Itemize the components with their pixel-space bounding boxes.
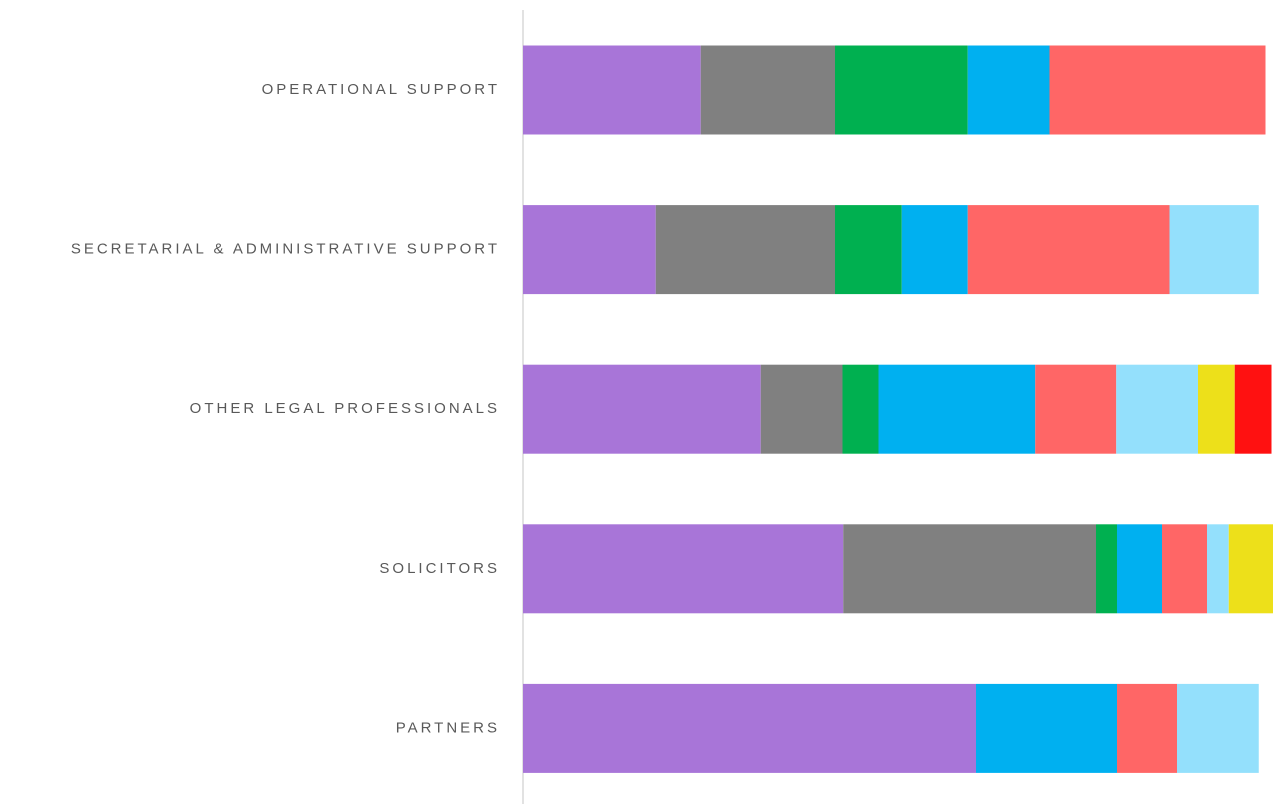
category-label: SOLICITORS	[379, 560, 500, 577]
bar-segment	[967, 205, 1170, 295]
bar-segment	[835, 45, 968, 135]
bar-segment	[1117, 683, 1177, 773]
bar-segment	[1096, 524, 1117, 614]
bar-segment	[700, 45, 835, 135]
bar-segment	[1234, 364, 1272, 454]
bar-segment	[655, 205, 835, 295]
bar-segment	[1162, 524, 1207, 614]
bar-segment	[1169, 205, 1259, 295]
bar-segment	[1116, 364, 1198, 454]
bar-segment	[1177, 683, 1259, 773]
category-label: PARTNERS	[396, 719, 500, 736]
bar-segment	[760, 364, 843, 454]
bar-segment	[843, 524, 1096, 614]
bar-segment	[1049, 45, 1266, 135]
bar-segment	[901, 205, 968, 295]
bar-segment	[523, 45, 701, 135]
category-label: OTHER LEGAL PROFESSIONALS	[190, 400, 500, 417]
bar-segment	[1198, 364, 1235, 454]
bar-segment	[523, 524, 844, 614]
bar-segment	[1117, 524, 1162, 614]
bar-segment	[976, 683, 1117, 773]
bar-segment	[967, 45, 1050, 135]
bar-segment	[878, 364, 1036, 454]
bar-segment	[523, 683, 976, 773]
bar-segment	[1207, 524, 1229, 614]
bar-segment	[523, 205, 656, 295]
category-label: SECRETARIAL & ADMINISTRATIVE SUPPORT	[71, 241, 500, 258]
bar-segment	[1035, 364, 1117, 454]
bar-segment	[842, 364, 879, 454]
bar-segment	[835, 205, 902, 295]
bar-segment	[1228, 524, 1273, 614]
category-label: OPERATIONAL SUPPORT	[262, 81, 500, 98]
bar-segment	[523, 364, 761, 454]
